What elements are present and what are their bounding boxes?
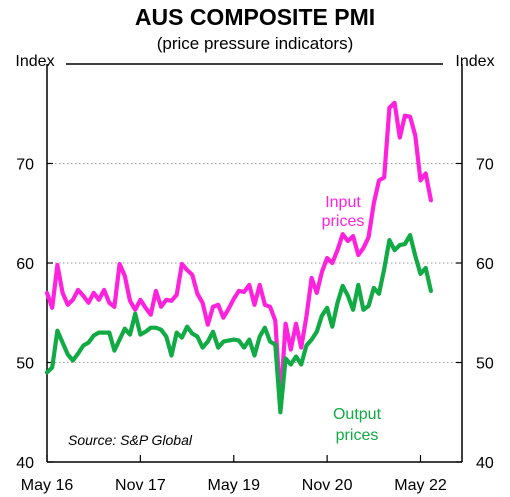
source-note: Source: S&P Global [68, 432, 193, 448]
x-tick-label: Nov 17 [115, 477, 166, 494]
output-prices-label-line1: Output [333, 406, 382, 423]
x-tick-label: May 22 [394, 477, 447, 494]
output-prices-line [44, 233, 433, 415]
input-prices-label-line1: Input [325, 194, 361, 211]
axes: 40 40 50 50 60 60 70 70 Index Index May 16 Nov 17 Ma… [15, 53, 494, 494]
y-tick-label-right: 50 [476, 356, 494, 373]
x-tick-label: May 16 [21, 477, 74, 494]
output-prices-label-line2: prices [336, 427, 379, 444]
series-lines [44, 100, 433, 415]
y-tick-label-right: 40 [476, 455, 494, 472]
y-tick-label-left: 60 [16, 256, 34, 273]
labels: Input prices Output prices Source: S&P Globa… [68, 194, 382, 448]
x-tick-label: Nov 20 [302, 477, 353, 494]
y-tick-label-left: 70 [16, 157, 34, 174]
input-prices-line [44, 100, 433, 405]
x-tick-label: May 19 [208, 477, 261, 494]
input-prices-label-line2: prices [322, 213, 365, 230]
y-unit-right: Index [455, 53, 494, 70]
y-tick-label-right: 70 [476, 157, 494, 174]
gridlines [47, 163, 462, 363]
chart-subtitle: (price pressure indicators) [156, 34, 354, 53]
y-tick-label-right: 60 [476, 256, 494, 273]
y-unit-left: Index [15, 53, 54, 70]
y-tick-label-left: 50 [16, 356, 34, 373]
chart-title: AUS COMPOSITE PMI [134, 4, 376, 30]
y-tick-label-left: 40 [16, 455, 34, 472]
